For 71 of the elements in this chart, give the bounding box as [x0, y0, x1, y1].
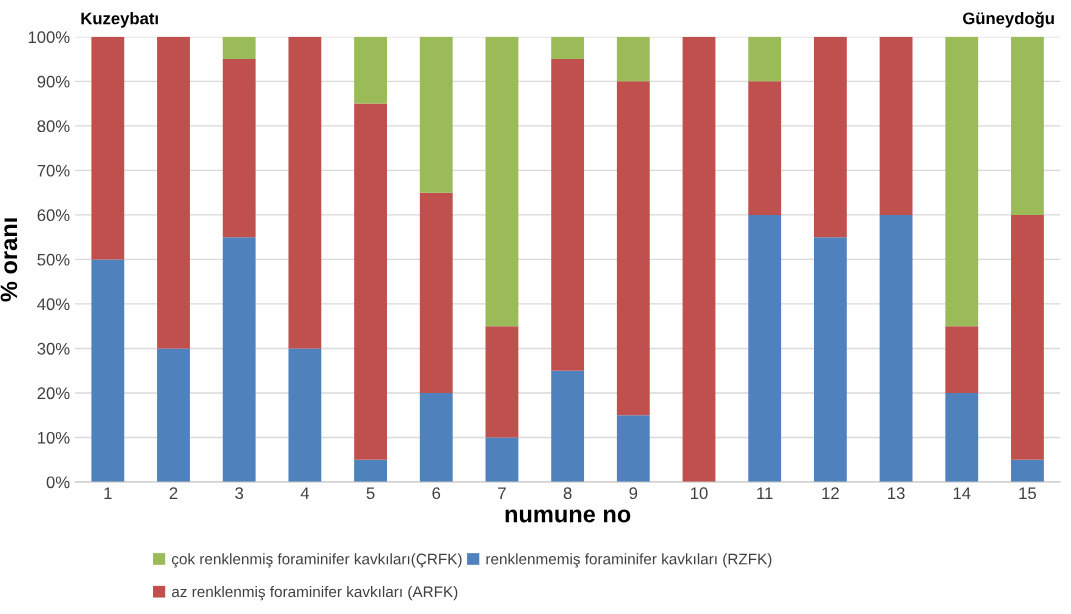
y-tick-label: 100%	[28, 31, 70, 44]
bar	[748, 214, 782, 482]
y-tick-label: 10%	[38, 431, 70, 444]
x-tick-label: 9	[629, 487, 638, 500]
legend-label: renklenmemiş foraminifer kavkıları (RZFK)	[486, 553, 772, 568]
bar	[222, 36, 256, 60]
bar	[354, 36, 387, 104]
bar	[551, 370, 585, 482]
x-tick-label: 7	[498, 487, 506, 499]
x-tick-label: 4	[300, 487, 310, 499]
text: Kuzeybatı	[81, 12, 158, 28]
y-tick-label: 40%	[37, 298, 70, 311]
bar	[222, 237, 256, 482]
y-tick-label: 30%	[37, 342, 70, 355]
bar	[1011, 36, 1044, 215]
bar	[91, 36, 125, 260]
x-tick-label: 5	[366, 487, 375, 500]
y-tick-label: 90%	[37, 75, 70, 88]
bar	[945, 392, 979, 482]
bar	[682, 36, 716, 482]
bar	[419, 392, 453, 482]
bar	[91, 259, 125, 482]
text: Güneydoğu	[963, 11, 1054, 28]
bar	[616, 36, 650, 82]
y-tick-label: 60%	[37, 209, 70, 222]
bar	[748, 81, 782, 215]
x-tick-label: 2	[169, 487, 178, 499]
bar	[616, 81, 650, 416]
x-tick-label: 8	[563, 487, 572, 500]
bar	[222, 59, 256, 238]
bar	[288, 348, 322, 482]
bar	[748, 36, 782, 82]
bar	[419, 36, 453, 193]
bar	[1011, 459, 1044, 482]
x-tick-label: 1	[104, 487, 112, 499]
x-tick-label: 3	[235, 487, 244, 500]
bar	[813, 36, 847, 238]
bar	[616, 415, 650, 482]
bar	[157, 36, 190, 349]
bar	[551, 36, 585, 60]
bar	[879, 214, 913, 482]
bar	[485, 36, 519, 327]
bar	[288, 36, 322, 349]
bar	[354, 103, 387, 460]
x-tick-label: 13	[888, 487, 905, 500]
y-tick-label: 70%	[37, 164, 70, 177]
bar	[485, 326, 519, 438]
bar	[419, 192, 453, 393]
bar	[945, 36, 979, 327]
x-tick-label: 15	[1019, 487, 1037, 500]
x-tick-label: 10	[691, 487, 708, 500]
bar	[1011, 214, 1044, 460]
x-tick-label: 11	[757, 487, 773, 499]
x-tick-label: 14	[953, 487, 971, 499]
x-axis-title: numune no	[505, 509, 631, 523]
y-tick-label: 20%	[37, 387, 70, 400]
bar	[945, 326, 979, 393]
x-tick-label: 12	[822, 487, 839, 499]
bar	[551, 59, 585, 371]
y-tick-label: 80%	[37, 120, 70, 133]
bar	[157, 348, 190, 482]
y-tick-label: 50%	[37, 253, 70, 266]
y-tick-label: 0%	[46, 476, 70, 489]
bar	[485, 437, 519, 482]
legend-label: çok renklenmiş foraminifer kavkıları(ÇRFK)	[171, 553, 462, 568]
bar	[813, 237, 847, 482]
bar	[879, 36, 913, 215]
bar	[354, 459, 387, 482]
legend-label: az renklenmiş foraminifer kavkıları (ARFK)	[171, 585, 458, 601]
x-tick-label: 6	[432, 487, 441, 500]
y-axis-title: % oranı	[0, 218, 18, 302]
